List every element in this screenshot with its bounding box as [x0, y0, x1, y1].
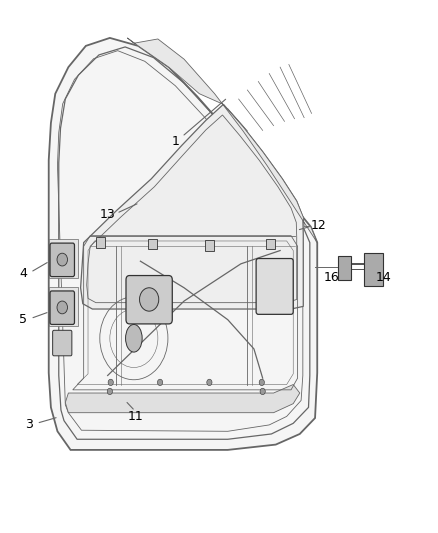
Ellipse shape: [126, 325, 142, 352]
Text: 4: 4: [19, 267, 27, 280]
Circle shape: [157, 379, 162, 385]
Polygon shape: [81, 104, 303, 309]
FancyBboxPatch shape: [126, 276, 172, 324]
Text: 16: 16: [323, 271, 339, 284]
Circle shape: [259, 379, 265, 385]
Circle shape: [140, 288, 159, 311]
Circle shape: [260, 388, 265, 394]
Polygon shape: [65, 384, 300, 413]
Text: 5: 5: [19, 313, 28, 326]
FancyBboxPatch shape: [338, 256, 351, 280]
Text: 3: 3: [25, 418, 33, 431]
Circle shape: [207, 379, 212, 385]
Text: 12: 12: [311, 219, 326, 231]
Text: 11: 11: [127, 410, 143, 423]
Text: 1: 1: [171, 135, 179, 148]
FancyBboxPatch shape: [53, 330, 72, 356]
FancyBboxPatch shape: [96, 237, 105, 248]
FancyBboxPatch shape: [50, 243, 74, 277]
Circle shape: [107, 388, 113, 394]
FancyBboxPatch shape: [256, 259, 293, 314]
Circle shape: [108, 379, 113, 385]
Polygon shape: [127, 38, 317, 243]
Polygon shape: [49, 38, 317, 450]
Circle shape: [57, 253, 67, 266]
Text: 14: 14: [376, 271, 392, 284]
FancyBboxPatch shape: [205, 240, 214, 251]
FancyBboxPatch shape: [49, 287, 78, 326]
FancyBboxPatch shape: [266, 239, 275, 249]
FancyBboxPatch shape: [364, 253, 383, 286]
FancyBboxPatch shape: [49, 239, 78, 278]
Circle shape: [57, 301, 67, 314]
FancyBboxPatch shape: [50, 291, 74, 325]
FancyBboxPatch shape: [148, 239, 157, 249]
Text: 13: 13: [100, 208, 116, 221]
